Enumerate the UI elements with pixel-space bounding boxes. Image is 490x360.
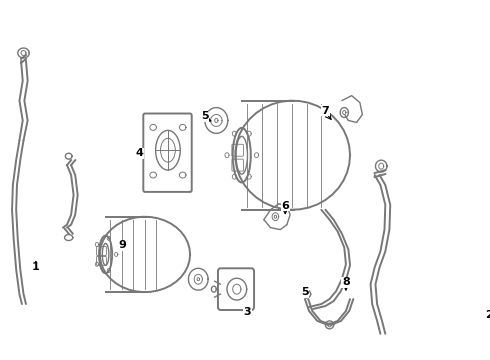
Text: 8: 8 xyxy=(342,277,350,287)
Text: 6: 6 xyxy=(281,201,289,211)
Text: 4: 4 xyxy=(135,148,143,158)
Text: 5: 5 xyxy=(301,287,309,297)
Text: 5: 5 xyxy=(201,112,209,121)
Text: 3: 3 xyxy=(244,307,251,317)
Text: 1: 1 xyxy=(32,262,40,272)
Text: 9: 9 xyxy=(119,240,127,251)
Text: 7: 7 xyxy=(321,105,329,116)
Text: 2: 2 xyxy=(486,310,490,320)
